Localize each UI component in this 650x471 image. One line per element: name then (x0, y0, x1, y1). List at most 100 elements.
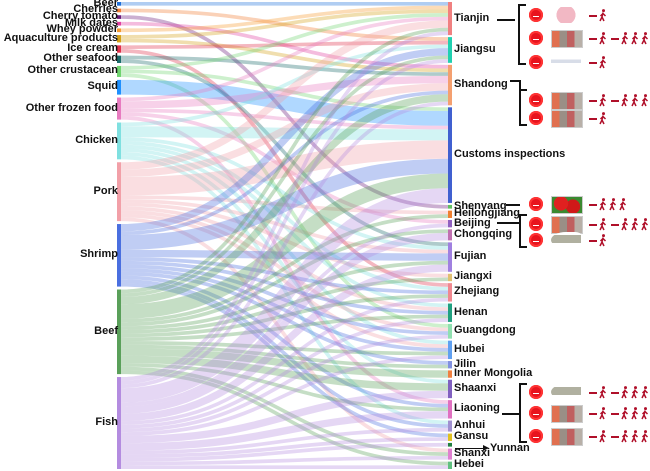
right-label-henan: Henan (454, 305, 488, 318)
person-icon (599, 407, 607, 420)
left-label-cherry-tomato: Cherry tomato (42, 10, 118, 23)
flow-link-pork-to-fujian (120, 199, 449, 254)
right-node-jiangsu[interactable] (448, 37, 452, 63)
flow-link-shrimp-to-hubei (120, 268, 449, 352)
person-icon (631, 218, 639, 231)
right-label-hubei: Hubei (454, 342, 485, 355)
right-node-shanxi[interactable] (448, 448, 452, 460)
dash-line (611, 392, 619, 394)
right-label-shaanxi: Shaanxi (454, 381, 497, 394)
right-node-zhejiang[interactable] (448, 283, 452, 302)
left-label-other-seafood: Other seafood (43, 52, 118, 65)
right-node-heilongjiang[interactable] (448, 210, 452, 218)
flow-link-pork-to-customs-inspections (120, 140, 449, 196)
dash-line (589, 240, 597, 242)
person-icon (619, 198, 627, 211)
virus-icon (529, 93, 543, 107)
flow-link-cherry-tomato-to-shenyang (120, 15, 449, 209)
right-node-henan[interactable] (448, 303, 452, 322)
right-node-tianjin[interactable] (448, 2, 452, 36)
flow-link-shrimp-to-anhui (120, 279, 449, 428)
pig-icon (551, 7, 581, 23)
right-label-inner-mongolia: Inner Mongolia (454, 367, 533, 380)
left-node-fish[interactable] (117, 377, 121, 469)
flow-link-beef-to-jilin (120, 344, 449, 369)
virus-icon (529, 197, 543, 211)
flow-link-ice-cream-to-jiangsu (120, 40, 449, 50)
frozen-meat-icon (551, 30, 583, 48)
flow-link-chicken-to-henan (120, 144, 449, 308)
left-node-whey-powder[interactable] (117, 28, 121, 33)
left-node-aquaculture-products[interactable] (117, 35, 121, 43)
right-node-shenyang[interactable] (448, 204, 452, 209)
right-node-customs-inspections[interactable] (448, 107, 452, 203)
right-node-shaanxi[interactable] (448, 379, 452, 399)
right-node-jilin[interactable] (448, 361, 452, 369)
right-node-hubei[interactable] (448, 340, 452, 360)
left-node-other-seafood[interactable] (117, 55, 121, 63)
left-node-squid[interactable] (117, 79, 121, 95)
flow-link-shrimp-to-jilin (120, 271, 449, 365)
left-label-chicken: Chicken (75, 133, 118, 146)
left-node-shrimp[interactable] (117, 224, 121, 287)
connector-line (519, 214, 527, 216)
left-node-milk-dates[interactable] (117, 21, 121, 26)
flow-link-other-crustacean-to-tianjin (120, 13, 449, 70)
right-node-inner-mongolia[interactable] (448, 370, 452, 378)
right-node-fujian[interactable] (448, 242, 452, 272)
flow-link-fish-to-shaanxi (120, 390, 449, 444)
flow-link-beef-to-zhejiang (120, 294, 449, 338)
virus-icon (529, 406, 543, 420)
person-icon (599, 112, 607, 125)
frozen-meat-icon (551, 428, 583, 446)
right-node-beijing[interactable] (448, 219, 452, 228)
right-node-hebei[interactable] (448, 461, 452, 469)
flow-link-beef-to-tianjin (120, 27, 449, 294)
flow-link-aquaculture-products-to-tianjin (120, 9, 449, 39)
flow-link-fish-to-beijing (120, 223, 449, 407)
connector-line (497, 222, 519, 224)
flow-link-chicken-to-customs-inspections (120, 126, 449, 141)
flow-link-fish-to-jiangsu (120, 59, 449, 385)
flow-link-fish-to-anhui (120, 427, 449, 455)
right-node-gansu[interactable] (448, 433, 452, 441)
connector-line (519, 383, 521, 443)
dash-line (589, 392, 597, 394)
right-node-chongqing[interactable] (448, 229, 452, 241)
flow-link-fish-to-yunnan (120, 442, 449, 462)
left-node-other-crustacean[interactable] (117, 65, 121, 77)
left-node-ice-cream[interactable] (117, 45, 121, 53)
left-node-cherry-tomato[interactable] (117, 15, 121, 19)
flow-link-other-frozen-food-to-tianjin (120, 16, 449, 102)
dash-line (589, 100, 597, 102)
right-label-shenyang: Shenyang (454, 199, 507, 212)
flow-link-shrimp-to-gansu (120, 282, 449, 438)
flow-link-beef-to-hubei (120, 341, 449, 356)
flow-link-fish-to-chongqing (120, 233, 449, 414)
flow-link-other-frozen-food-to-customs-inspections (120, 108, 449, 130)
left-node-beer[interactable] (117, 2, 121, 6)
virus-icon (529, 233, 543, 247)
flow-link-whey-powder-to-tianjin (120, 5, 449, 33)
left-node-chicken[interactable] (117, 122, 121, 160)
right-node-liaoning[interactable] (448, 400, 452, 419)
dash-line (611, 224, 619, 226)
left-node-cherries[interactable] (117, 8, 121, 13)
flow-link-pork-to-guangdong (120, 210, 449, 332)
connector-line (506, 204, 520, 206)
dash-line (611, 436, 619, 438)
right-node-jiangxi[interactable] (448, 273, 452, 282)
left-node-beef[interactable] (117, 289, 121, 375)
person-icon (631, 407, 639, 420)
flow-link-other-frozen-food-to-liaoning (120, 115, 449, 404)
right-node-yunnan[interactable] (448, 442, 452, 447)
flow-link-chicken-to-anhui (120, 155, 449, 425)
flow-link-pork-to-tianjin (120, 20, 449, 170)
left-node-other-frozen-food[interactable] (117, 97, 121, 120)
right-node-guangdong[interactable] (448, 323, 452, 339)
virus-icon (529, 31, 543, 45)
right-node-shandong[interactable] (448, 64, 452, 106)
left-node-pork[interactable] (117, 162, 121, 222)
right-node-anhui[interactable] (448, 420, 452, 432)
flow-link-beef-to-liaoning (120, 363, 449, 412)
